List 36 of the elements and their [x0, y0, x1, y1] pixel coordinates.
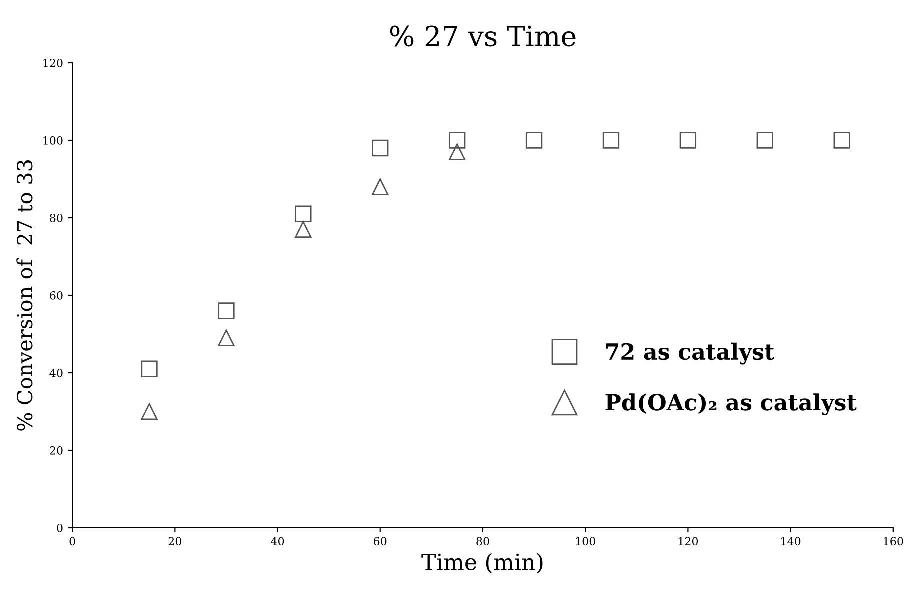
x-tick-label: 80	[476, 537, 490, 546]
chart-title: % 27 vs Time	[390, 26, 576, 47]
point	[448, 144, 466, 160]
x-tick-label: 100	[576, 537, 596, 546]
y-tick-label: 100	[44, 136, 63, 145]
point	[834, 132, 850, 149]
y-axis-title: % Conversion of 27 to 33	[16, 160, 33, 431]
point	[218, 330, 235, 346]
x-tick-label: 40	[271, 537, 284, 546]
point	[141, 360, 158, 378]
x-tick-label: 120	[678, 537, 698, 546]
x-tick-label: 160	[884, 537, 904, 546]
x-tick-label: 60	[374, 537, 387, 546]
point	[526, 132, 543, 149]
point	[295, 206, 312, 222]
x-tick-label: 140	[782, 537, 801, 546]
point	[218, 302, 235, 320]
y-tick-label: 80	[50, 214, 63, 222]
legend-label: 72 as catalyst	[606, 342, 775, 365]
point	[602, 132, 620, 149]
x-tick-label: 20	[168, 537, 182, 546]
point	[372, 178, 389, 196]
y-tick-label: 40	[50, 368, 63, 378]
y-tick-label: 20	[50, 446, 63, 455]
point	[756, 132, 774, 149]
x-tick-label: 0	[70, 537, 76, 546]
point	[372, 140, 389, 157]
y-tick-label: 60	[50, 291, 63, 300]
point	[448, 132, 466, 149]
point	[295, 221, 312, 238]
y-tick-label: 0	[57, 524, 63, 532]
y-tick-label: 120	[44, 58, 63, 68]
point	[141, 403, 158, 420]
legend-label: Pd(OAc)₂ as catalyst	[606, 394, 857, 416]
point	[680, 132, 697, 149]
x-axis-title: Time (min)	[422, 553, 543, 574]
